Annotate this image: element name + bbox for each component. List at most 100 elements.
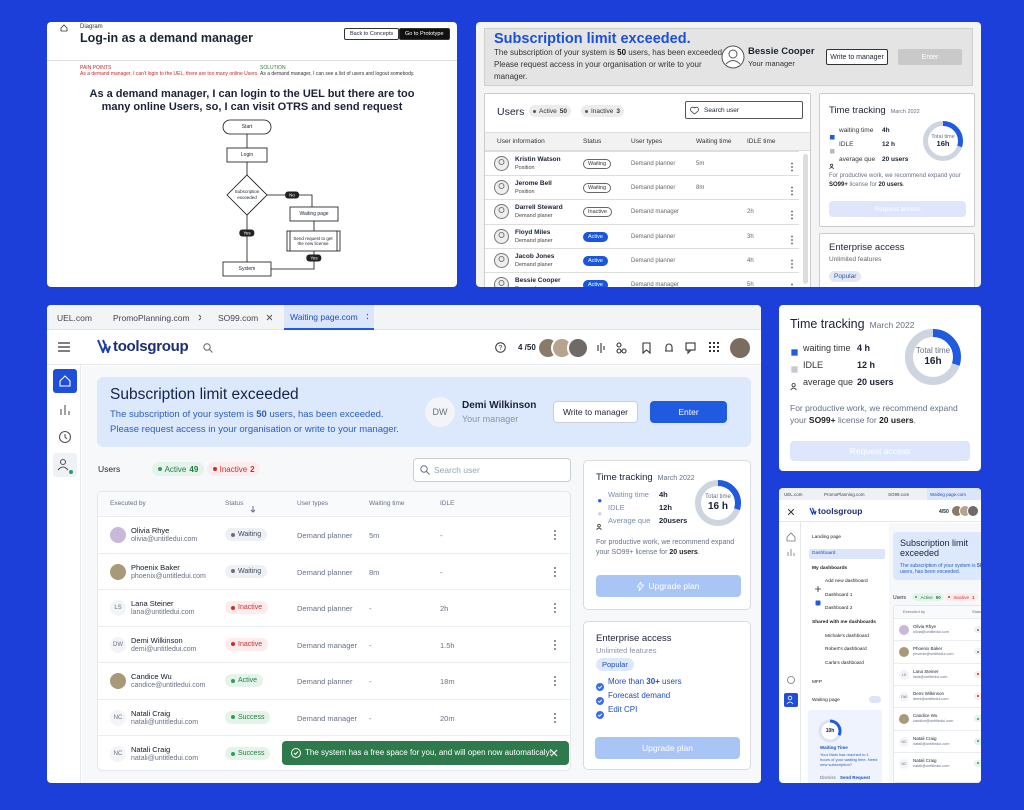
user-avatar[interactable] xyxy=(730,338,750,358)
shape xyxy=(815,586,821,592)
cell: Demand planner xyxy=(631,161,676,167)
status-label: Active xyxy=(238,677,258,684)
avatar xyxy=(899,714,909,725)
nav-item[interactable]: Dashboard 2 xyxy=(825,606,853,611)
sidebar-icons[interactable] xyxy=(53,369,77,481)
row-menu[interactable] xyxy=(553,712,557,726)
item-value: 20 users xyxy=(857,377,894,387)
cell: 5h xyxy=(747,282,754,287)
nav-item[interactable]: Landing page xyxy=(812,535,842,540)
search[interactable]: Search user xyxy=(685,101,803,119)
nav-item[interactable]: Carla's dashboard xyxy=(825,661,864,666)
row-menu[interactable] xyxy=(553,529,557,543)
banner-message: manager. xyxy=(494,72,528,81)
row-menu[interactable] xyxy=(553,566,557,580)
status-pill: Inactive xyxy=(974,692,981,700)
nav-item[interactable]: My dashboards xyxy=(812,566,848,571)
shape xyxy=(567,337,589,359)
icon xyxy=(266,314,272,321)
item-icon xyxy=(790,378,799,396)
button[interactable]: Enter xyxy=(650,401,727,423)
row-menu[interactable] xyxy=(790,159,794,177)
tab[interactable]: PromoPlanning.com xyxy=(107,305,207,330)
shape xyxy=(554,712,556,715)
search[interactable]: Search user xyxy=(413,458,571,482)
shape xyxy=(597,713,603,717)
button[interactable]: Request access xyxy=(790,441,970,461)
nav-item[interactable]: MFP xyxy=(812,680,823,685)
tab[interactable]: UEL.com xyxy=(781,488,817,500)
icon xyxy=(596,683,604,691)
status-label: Waiting xyxy=(238,567,262,575)
button[interactable]: Upgrade plan xyxy=(595,737,740,759)
text-run: For productive work, we recommend expand… xyxy=(790,403,958,425)
table-row: Jacob Jones Demand planer Active Demand pla… xyxy=(485,247,799,274)
menu-icon[interactable] xyxy=(58,342,70,352)
text-run: The subscription of your system is xyxy=(110,409,257,420)
tab[interactable]: Waiting page.com xyxy=(927,488,981,500)
icon xyxy=(494,180,509,196)
table-row: Kristin Watson Position Waiting Demand plan… xyxy=(485,151,799,175)
shape xyxy=(637,581,645,591)
row-menu[interactable] xyxy=(790,280,794,287)
nav-item[interactable]: Michale's dashboard xyxy=(825,634,869,639)
sidebar-icons[interactable] xyxy=(784,530,798,710)
action[interactable]: Dismiss xyxy=(820,775,836,780)
status-pill: Active xyxy=(583,255,608,266)
button[interactable]: Request access xyxy=(829,201,966,217)
close-icon[interactable] xyxy=(788,509,794,515)
nav-item[interactable]: Robert's dashboard xyxy=(825,647,867,652)
row-menu[interactable] xyxy=(790,256,794,274)
filter-count: 2 xyxy=(250,464,255,474)
column-header: Waiting time xyxy=(696,138,732,145)
icon xyxy=(815,600,821,606)
status-pill: Active xyxy=(583,280,608,287)
row-menu[interactable] xyxy=(790,207,794,225)
tab[interactable]: SO99.com xyxy=(885,488,923,500)
row-menu[interactable] xyxy=(553,639,557,653)
tab[interactable]: SO99.com xyxy=(212,305,278,330)
button[interactable]: Write to manager xyxy=(553,401,638,423)
close-icon[interactable] xyxy=(550,749,558,757)
nav-item[interactable]: Dashboard xyxy=(812,551,836,556)
shape xyxy=(222,261,272,277)
card-title: Waiting Time xyxy=(820,745,848,750)
tab[interactable]: Waiting page.com xyxy=(284,305,374,330)
user-name: Natali Craig xyxy=(131,708,171,718)
shape xyxy=(209,349,213,353)
table-row: Floyd Miles Demand planer Active Demand pla… xyxy=(485,223,799,250)
search-icon[interactable] xyxy=(203,343,213,353)
button[interactable]: Write to manager xyxy=(826,49,888,65)
button[interactable]: Enter xyxy=(898,49,962,65)
nav-item[interactable]: Add new dashboard xyxy=(825,579,868,584)
button[interactable]: Go to Prototype xyxy=(399,28,450,40)
shape xyxy=(266,314,272,321)
user-email: natali@untitledui.com xyxy=(913,763,950,768)
nav-item[interactable]: Shared with me dashboards xyxy=(812,620,876,625)
button[interactable]: Upgrade plan xyxy=(596,575,741,597)
tab[interactable]: PromoPlanning.com xyxy=(821,488,881,500)
label: Diagram xyxy=(80,24,103,30)
nav-item[interactable]: Dashboard 1 xyxy=(825,593,853,598)
button[interactable]: Back to Concepts xyxy=(344,28,400,40)
toast-text: The system has a free space for you, and… xyxy=(305,748,552,757)
table-header xyxy=(894,606,981,618)
row-menu[interactable] xyxy=(790,183,794,201)
status-pill: Waiting xyxy=(974,626,981,633)
row-menu[interactable] xyxy=(553,602,557,616)
row-menu[interactable] xyxy=(790,232,794,250)
cell: 20m xyxy=(440,713,455,723)
status-pill: Waiting xyxy=(225,564,268,578)
cell: - xyxy=(369,604,372,613)
nav-item[interactable]: Waiting page xyxy=(812,698,840,703)
action[interactable]: Send Request xyxy=(840,775,871,780)
status-pill: Waiting xyxy=(974,648,981,656)
tab[interactable]: UEL.com xyxy=(51,305,103,330)
help-icon[interactable]: ? xyxy=(495,342,506,353)
row-menu[interactable] xyxy=(553,675,557,689)
check-icon xyxy=(596,692,604,710)
toolbar-icons[interactable] xyxy=(595,341,720,355)
dot xyxy=(977,695,979,698)
total-label: Total time xyxy=(931,133,955,140)
